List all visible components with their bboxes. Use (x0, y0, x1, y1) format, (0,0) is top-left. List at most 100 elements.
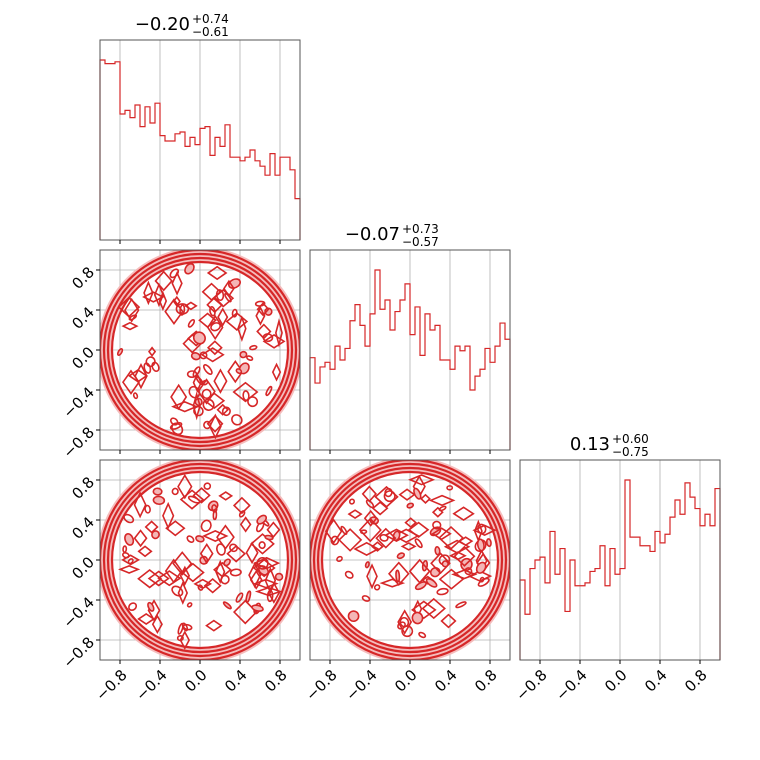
contour-blob (192, 366, 201, 378)
x-tick-label: −0.4 (552, 666, 590, 704)
contour-blob (430, 552, 451, 575)
contour-blob (438, 525, 465, 550)
contour-blob (379, 533, 389, 542)
contour-boundary (110, 470, 290, 650)
contour-blob (169, 421, 183, 430)
contour-blob (232, 381, 259, 403)
contour-blob (407, 474, 436, 486)
contour-blob (203, 482, 212, 490)
title-minus-error: −0.57 (402, 235, 439, 249)
y-tick-label: 0.0 (68, 553, 98, 583)
contour-blob (228, 278, 242, 289)
y-tick-label: −0.4 (60, 593, 98, 631)
contour-blob (485, 538, 492, 548)
contour-blob (229, 568, 242, 577)
contour-blob (172, 295, 181, 307)
contour-blob (431, 506, 444, 518)
contour-boundary (106, 256, 294, 444)
contour-boundary (316, 466, 504, 654)
contour-blob (235, 368, 243, 375)
contour-blob (213, 368, 228, 394)
contour-blob (127, 558, 134, 565)
hist-2-title: 0.13 +0.60−0.75 (570, 432, 649, 459)
contour-blob (203, 364, 213, 375)
contour-blob (187, 318, 196, 328)
contour-blob (239, 350, 248, 359)
contour-blob (457, 536, 474, 547)
contour-blob (179, 489, 205, 510)
contour-blob (122, 545, 128, 554)
text-layer: −0.20 +0.74−0.61−0.07 +0.73−0.570.13 +0.60−… (60, 12, 711, 705)
contour-blob (249, 344, 258, 351)
contour-blob (252, 578, 279, 589)
contour-blob (353, 541, 380, 557)
contour-blob (186, 535, 195, 544)
x-tick-label: −0.8 (92, 666, 130, 704)
contour-blob (252, 558, 276, 578)
contour-blob (224, 292, 232, 303)
contour-blob (137, 545, 153, 558)
contour-blob (383, 490, 396, 503)
contour-blob (195, 535, 205, 543)
contour-blob (247, 396, 259, 408)
x-tick-label: −0.4 (342, 666, 380, 704)
contour-blob (117, 296, 141, 318)
contour-blob (348, 498, 355, 505)
y-tick-label: −0.8 (60, 633, 98, 671)
contour-blob (397, 609, 413, 635)
contour-blob (145, 356, 156, 368)
contour-blob (398, 488, 416, 501)
contour-blob (336, 555, 343, 563)
contour-blob (213, 561, 232, 578)
contour-blob (267, 581, 281, 604)
contour-blob (421, 597, 446, 620)
contour-blob (440, 613, 457, 629)
contour-blob (220, 574, 230, 585)
contour-blob (121, 369, 140, 395)
y-tick-label: 0.4 (68, 303, 98, 333)
contour-blob (165, 520, 186, 537)
y-tick-label: 0.4 (68, 513, 98, 543)
contour-blob (238, 510, 246, 518)
contour-panel-1-2 (310, 460, 510, 660)
title-minus-error: −0.61 (192, 25, 229, 39)
contour-blob (418, 631, 427, 639)
contour-blob (441, 560, 449, 568)
contour-blob (216, 543, 226, 556)
contour-blob (476, 538, 485, 552)
contour-boundary (312, 462, 508, 658)
contour-blob (151, 361, 160, 373)
title-median: 0.13 (570, 434, 610, 455)
contour-blob (171, 270, 183, 296)
contour-blob (254, 586, 283, 597)
contour-blob (361, 595, 371, 602)
y-tick-label: 0.8 (68, 263, 98, 293)
y-tick-label: −0.4 (60, 383, 98, 421)
contour-blob (256, 514, 268, 525)
contour-blob (414, 581, 427, 591)
contour-blob (264, 534, 274, 541)
contour-blob (218, 491, 234, 501)
contour-blob (375, 527, 397, 549)
contour-blob (249, 569, 263, 590)
contour-blob (245, 590, 252, 603)
contour-blob (252, 556, 281, 570)
contour-blob (438, 505, 447, 512)
contour-blob (197, 378, 216, 405)
contour-blob (271, 362, 282, 382)
contour-blob (245, 541, 259, 565)
contour-blob (222, 601, 232, 610)
contour-blob (133, 491, 147, 519)
contour-blob (414, 538, 423, 549)
title-median: −0.20 (135, 14, 190, 35)
contour-blob (239, 516, 252, 533)
contour-blob (205, 619, 223, 632)
contour-blob (152, 487, 163, 496)
contour-blob (251, 604, 264, 612)
contour-blob (408, 558, 431, 584)
contour-blob (147, 601, 155, 612)
contour-blob (404, 517, 418, 529)
contour-blob (432, 520, 442, 530)
contour-blob (137, 612, 156, 625)
contour-blob (123, 513, 135, 524)
